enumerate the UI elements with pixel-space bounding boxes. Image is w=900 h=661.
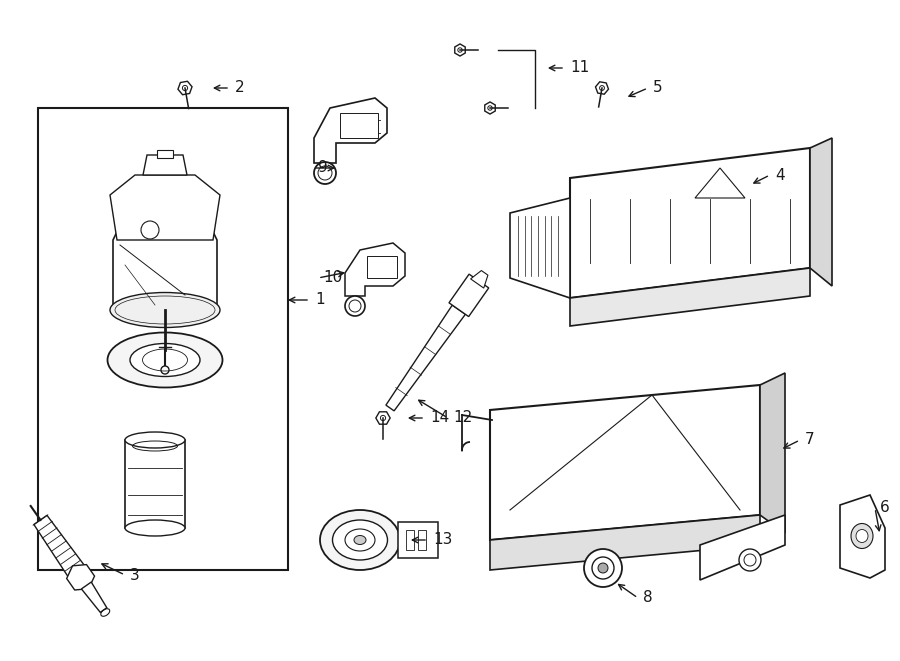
Text: 13: 13 [433,533,453,547]
Bar [367,256,397,278]
Ellipse shape [125,520,185,536]
Polygon shape [110,175,220,240]
Polygon shape [700,515,785,580]
Polygon shape [81,582,107,612]
Polygon shape [345,243,405,296]
Ellipse shape [130,344,200,377]
Polygon shape [810,138,832,286]
Polygon shape [840,495,885,578]
Ellipse shape [314,162,336,184]
Polygon shape [449,274,489,317]
Polygon shape [570,148,810,298]
Ellipse shape [354,535,366,545]
Bar [340,113,378,138]
Polygon shape [314,98,387,163]
Polygon shape [485,102,495,114]
Text: 11: 11 [570,61,590,75]
Polygon shape [34,516,86,579]
Ellipse shape [107,332,222,387]
Polygon shape [490,385,760,540]
Polygon shape [376,412,391,424]
Ellipse shape [598,563,608,573]
Ellipse shape [856,529,868,543]
Text: 14: 14 [430,410,449,426]
Ellipse shape [851,524,873,549]
Ellipse shape [345,296,365,316]
Polygon shape [760,373,785,533]
Text: 5: 5 [653,81,662,95]
Ellipse shape [320,510,400,570]
Polygon shape [490,515,760,570]
Polygon shape [113,205,217,310]
Text: 7: 7 [805,432,814,447]
Text: 8: 8 [643,590,652,605]
Bar [38,108,288,570]
Polygon shape [471,270,488,288]
Polygon shape [386,305,465,411]
Text: 4: 4 [775,167,785,182]
Polygon shape [178,81,192,95]
Text: 10: 10 [323,270,342,286]
Text: 2: 2 [235,81,245,95]
Polygon shape [454,44,465,56]
Bar [418,530,426,550]
Polygon shape [398,522,438,558]
Polygon shape [596,82,608,95]
Polygon shape [570,268,810,326]
Ellipse shape [110,293,220,327]
Polygon shape [510,198,570,298]
Text: 3: 3 [130,568,140,582]
Bar [406,530,414,550]
Ellipse shape [739,549,761,571]
Polygon shape [143,155,187,175]
Text: 9: 9 [318,161,328,176]
Polygon shape [67,564,94,590]
Text: 1: 1 [315,293,325,307]
Ellipse shape [584,549,622,587]
Ellipse shape [332,520,388,560]
Text: 6: 6 [880,500,890,516]
Bar [157,150,173,158]
Ellipse shape [125,432,185,448]
Text: 12: 12 [453,410,472,426]
Ellipse shape [161,366,169,374]
